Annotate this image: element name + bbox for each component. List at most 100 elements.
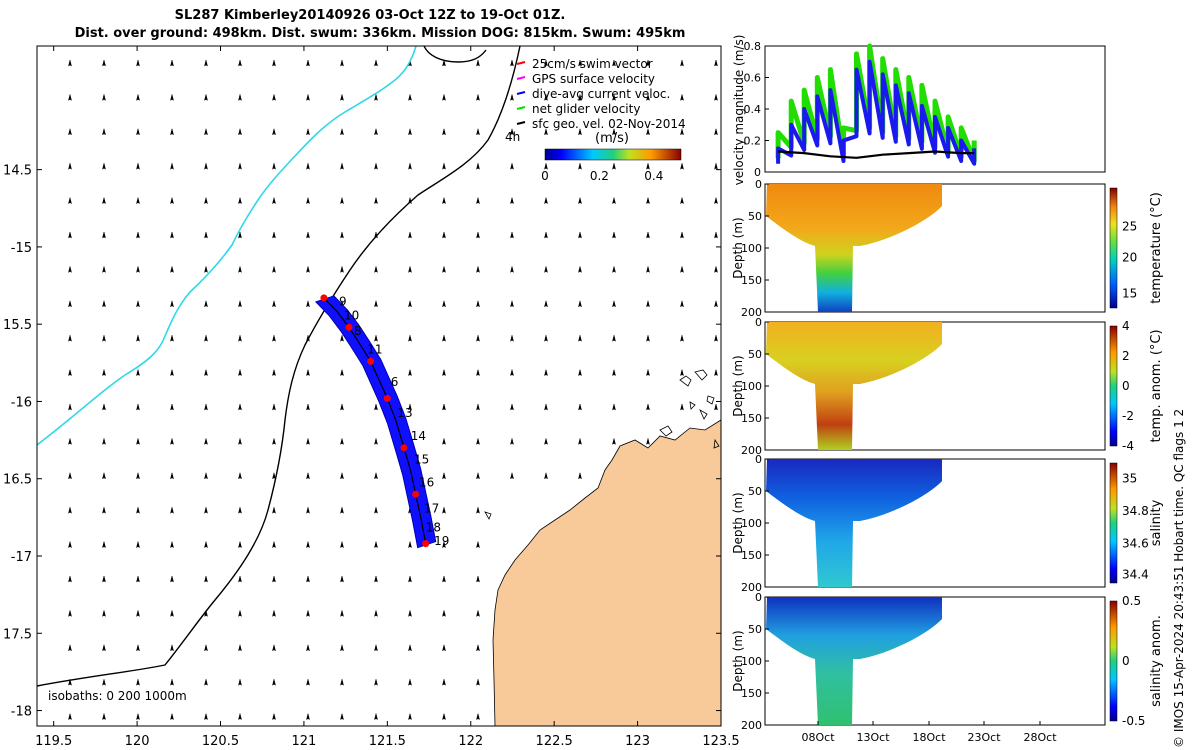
velocity-arrow	[136, 94, 140, 101]
day-label: 9	[339, 295, 347, 309]
velocity-arrow	[510, 438, 514, 445]
velocity-arrow	[578, 231, 582, 239]
velocity-arrow	[646, 231, 650, 239]
velocity-arrow	[238, 335, 242, 342]
velocity-arrow	[306, 59, 310, 67]
velocity-arrow	[408, 713, 412, 721]
velocity-arrow	[238, 128, 242, 136]
velocity-arrow	[340, 438, 344, 445]
velocity-arrow	[102, 369, 106, 377]
velocity-arrow	[136, 403, 140, 411]
velocity-arrow	[306, 679, 310, 686]
velocity-arrow	[408, 679, 412, 686]
velocity-arrow	[340, 472, 344, 480]
velocity-arrow	[204, 507, 208, 514]
velocity-arrow	[272, 163, 276, 170]
velocity-arrow	[102, 266, 106, 273]
velocity-arrow	[442, 335, 446, 342]
velocity-series-3	[778, 150, 975, 159]
colorbar-label: (m/s)	[595, 131, 629, 146]
colorbar-tick-label: 0	[541, 169, 549, 183]
velocity-arrow	[204, 59, 208, 67]
velocity-arrow	[374, 679, 378, 686]
velocity-arrow	[68, 575, 72, 583]
velocity-arrow	[306, 197, 310, 205]
velocity-series-2	[776, 59, 977, 166]
velocity-arrow	[442, 128, 446, 136]
velocity-arrow	[374, 541, 378, 549]
velocity-arrow	[238, 713, 242, 721]
velocity-arrow	[374, 438, 378, 445]
velocity-arrow	[578, 94, 582, 101]
velocity-arrow	[612, 163, 616, 170]
velocity-arrow	[476, 438, 480, 445]
velocity-arrow	[646, 335, 650, 342]
day-label: 18	[426, 520, 441, 534]
velocity-arrow	[544, 163, 548, 170]
velocity-arrow	[408, 94, 412, 101]
colorbar-label: salinity anom.	[1149, 615, 1164, 707]
depth-tick-label: 50	[748, 485, 762, 498]
velocity-arrow	[204, 94, 208, 101]
colorbar-label: temp. anom. (°C)	[1149, 329, 1164, 442]
velocity-ylabel: velocity magnitude (m/s)	[732, 35, 746, 186]
salinity-anomaly-colorbar	[1109, 600, 1118, 722]
velocity-arrow	[204, 472, 208, 480]
depth-tick-label: 200	[741, 306, 762, 319]
velocity-arrow	[442, 59, 446, 67]
velocity-arrow	[680, 300, 684, 308]
velocity-arrow	[68, 438, 72, 445]
velocity-arrow	[714, 403, 718, 411]
velocity-arrow	[238, 472, 242, 480]
velocity-arrow	[442, 197, 446, 205]
velocity-arrow	[374, 575, 378, 583]
colorbar-tick-label: 35	[1122, 472, 1137, 486]
velocity-arrow	[476, 128, 480, 136]
velocity-arrow	[306, 541, 310, 549]
velocity-ytick-label: 0.6	[744, 72, 762, 85]
velocity-arrow	[442, 644, 446, 652]
velocity-arrow	[612, 231, 616, 239]
island-outlines	[484, 369, 720, 520]
map-xtick-label: 122	[458, 734, 483, 749]
isobath-1000m	[37, 46, 417, 446]
velocity-arrow	[102, 610, 106, 617]
land-mass	[492, 419, 721, 726]
velocity-arrow	[68, 231, 72, 239]
velocity-arrow	[306, 300, 310, 308]
velocity-arrow	[374, 163, 378, 170]
velocity-ytick-label: 0.2	[744, 135, 762, 148]
velocity-arrow	[646, 266, 650, 273]
velocity-arrow	[646, 438, 650, 445]
velocity-arrow	[170, 575, 174, 583]
velocity-arrow	[170, 679, 174, 686]
velocity-arrow	[272, 335, 276, 342]
velocity-arrow	[578, 403, 582, 411]
velocity-arrow	[408, 163, 412, 170]
velocity-arrow	[238, 231, 242, 239]
velocity-arrow	[136, 335, 140, 342]
depth-tick-label: 150	[741, 687, 762, 700]
velocity-arrow	[374, 713, 378, 721]
day-label: 16	[419, 476, 434, 490]
velocity-arrow	[170, 335, 174, 342]
velocity-arrow	[306, 713, 310, 721]
velocity-arrow	[544, 369, 548, 377]
velocity-arrow	[272, 472, 276, 480]
velocity-arrow	[102, 507, 106, 514]
velocity-arrow	[68, 266, 72, 273]
velocity-arrow	[136, 369, 140, 377]
velocity-arrow	[510, 163, 514, 170]
velocity-arrow	[272, 438, 276, 445]
velocity-arrow	[204, 610, 208, 617]
velocity-arrow	[612, 197, 616, 205]
velocity-arrow	[476, 575, 480, 583]
velocity-arrow	[340, 507, 344, 514]
velocity-arrow	[306, 128, 310, 136]
velocity-arrow	[306, 575, 310, 583]
velocity-arrow	[340, 128, 344, 136]
velocity-arrow	[442, 610, 446, 617]
velocity-arrow	[204, 128, 208, 136]
velocity-arrow	[306, 369, 310, 377]
